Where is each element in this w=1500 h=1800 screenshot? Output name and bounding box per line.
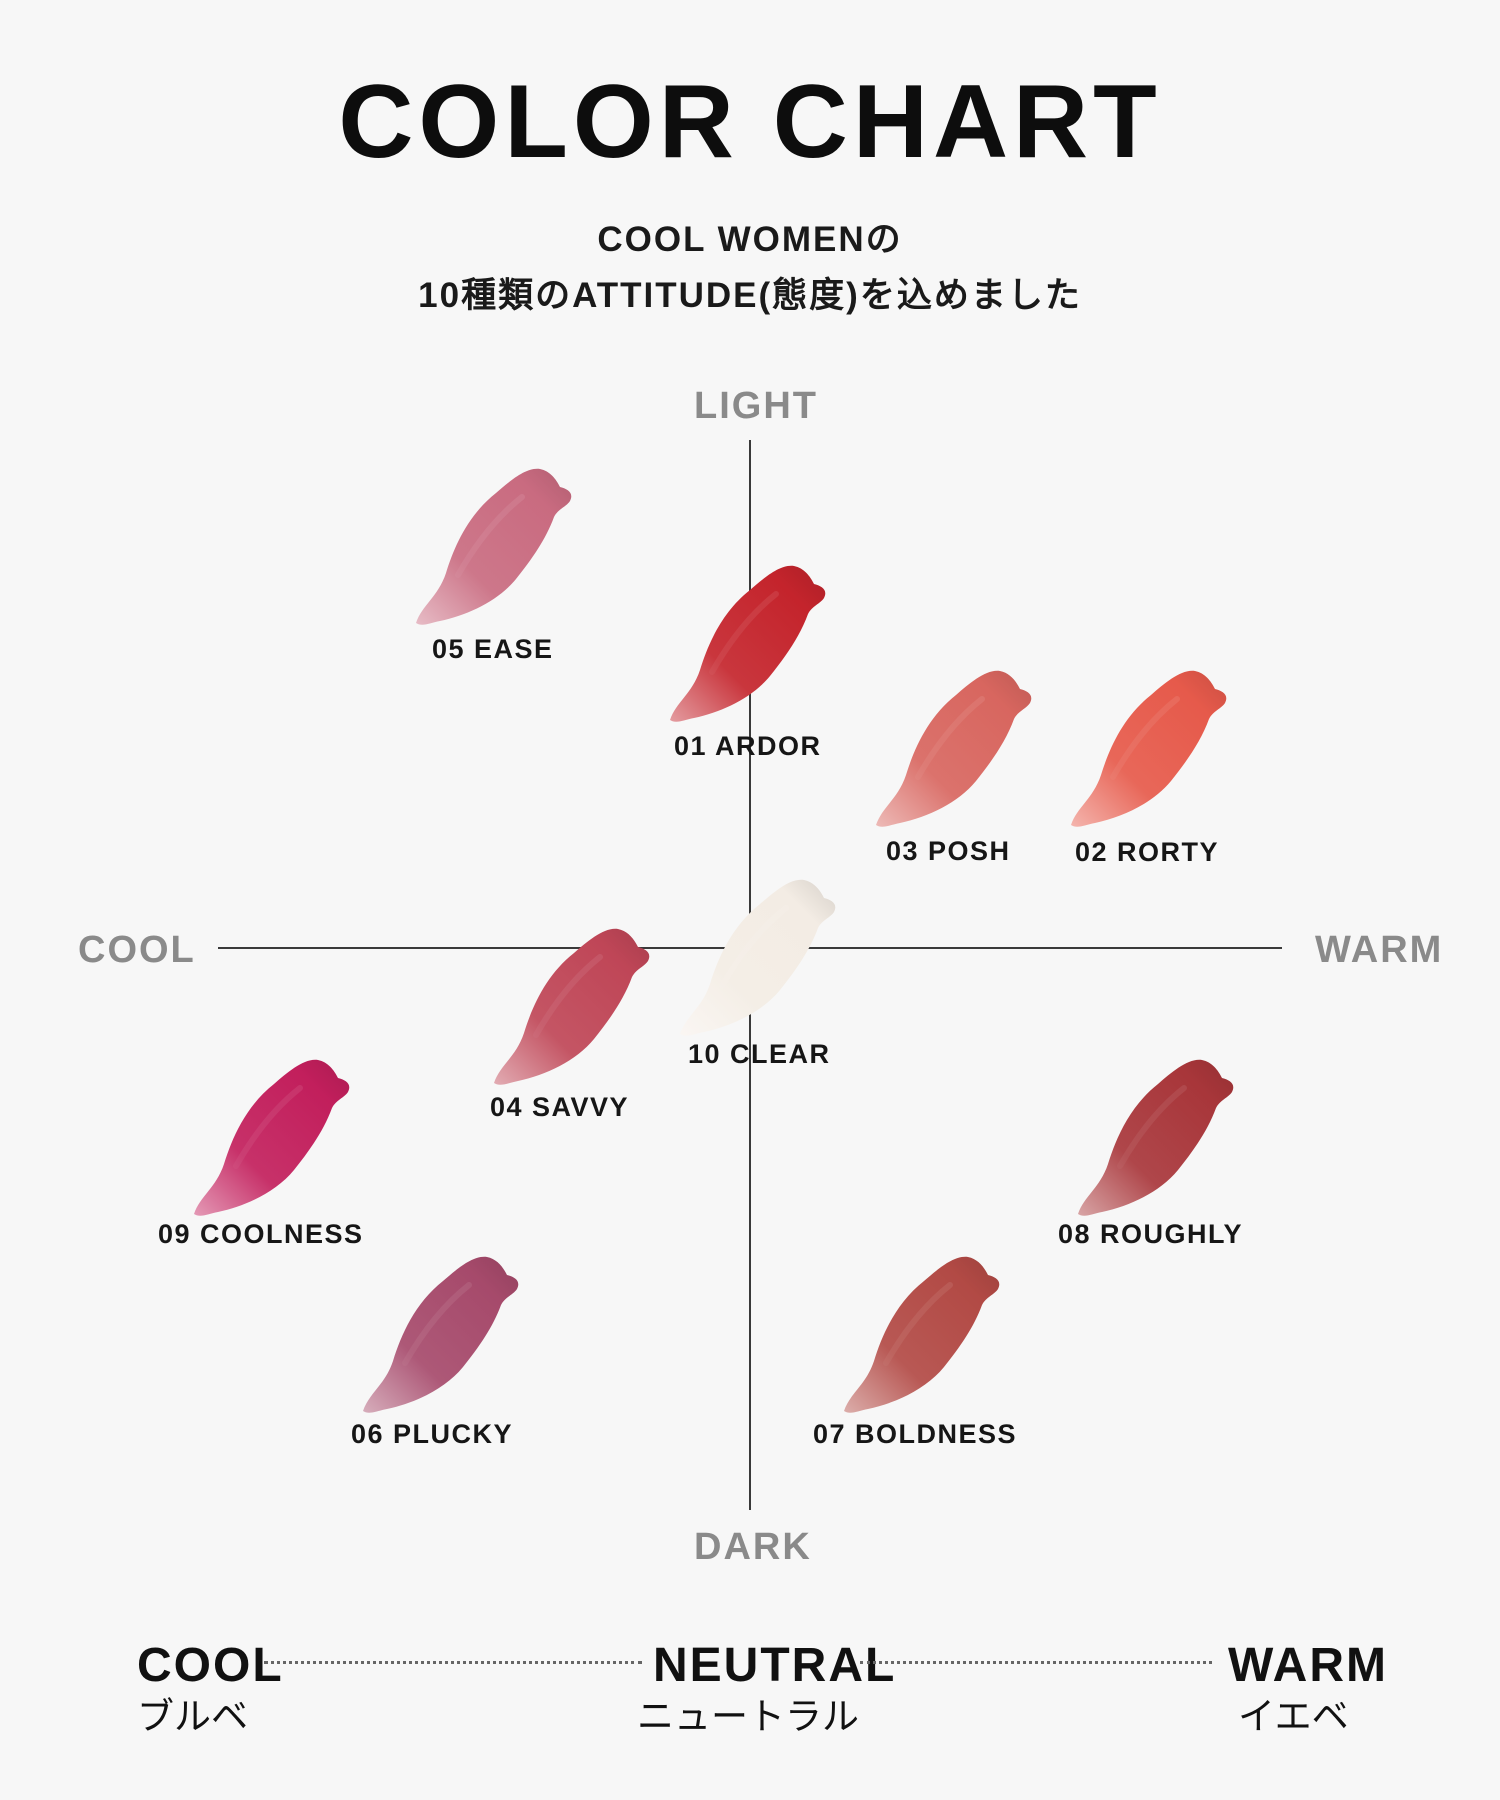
shade-label-09-coolness: 09 COOLNESS — [158, 1219, 364, 1249]
swatch-10-clear[interactable] — [662, 866, 852, 1056]
subtitle: COOL WOMENの 10種類のATTITUDE(態度)を込めました — [0, 212, 1500, 324]
subtitle-line-1: COOL WOMENの — [597, 220, 903, 259]
swatch-05-ease[interactable] — [398, 455, 588, 645]
legend-neutral-jp: ニュートラル — [637, 1696, 859, 1737]
swatch-highlight — [1110, 696, 1180, 780]
swatch-smear — [1078, 1059, 1234, 1216]
swatch-highlight — [455, 494, 525, 578]
legend-neutral: NEUTRAL — [653, 1639, 897, 1692]
axis-label-dark: DARK — [694, 1526, 812, 1568]
swatch-03-posh[interactable] — [858, 657, 1048, 847]
swatch-smear — [494, 928, 650, 1085]
swatch-smear — [670, 565, 826, 722]
swatch-highlight — [883, 1282, 953, 1366]
swatch-smear — [363, 1256, 519, 1413]
legend-warm-jp: イエベ — [1238, 1696, 1349, 1737]
page-title: COLOR CHART — [338, 64, 1162, 180]
swatch-svg — [494, 928, 650, 1085]
swatch-highlight — [915, 696, 985, 780]
swatch-smear — [844, 1256, 1000, 1413]
swatch-svg — [363, 1256, 519, 1413]
axis-label-warm: WARM — [1315, 929, 1444, 971]
swatch-svg — [416, 468, 572, 625]
swatch-svg — [680, 879, 836, 1036]
swatch-highlight — [402, 1282, 472, 1366]
swatch-svg — [876, 670, 1032, 827]
shade-label-02-rorty: 02 RORTY — [1075, 837, 1220, 867]
axis-label-light: LIGHT — [694, 385, 818, 427]
swatch-highlight — [719, 905, 789, 989]
swatch-04-savvy[interactable] — [476, 915, 666, 1105]
swatch-smear — [1071, 670, 1227, 827]
swatch-smear — [680, 879, 836, 1036]
shade-label-07-boldness: 07 BOLDNESS — [813, 1419, 1018, 1449]
shade-label-06-plucky: 06 PLUCKY — [351, 1419, 514, 1449]
shade-label-05-ease: 05 EASE — [432, 634, 554, 664]
legend-dotted-line-left — [264, 1661, 642, 1664]
swatch-09-coolness[interactable] — [176, 1046, 366, 1236]
swatch-smear — [416, 468, 572, 625]
swatch-highlight — [709, 591, 779, 675]
swatch-06-plucky[interactable] — [345, 1243, 535, 1433]
shade-label-03-posh: 03 POSH — [886, 836, 1011, 866]
swatch-svg — [194, 1059, 350, 1216]
swatch-smear — [194, 1059, 350, 1216]
shade-label-04-savvy: 04 SAVVY — [490, 1092, 630, 1122]
legend-dotted-line-right — [860, 1661, 1212, 1664]
subtitle-line-2: 10種類のATTITUDE(態度)を込めました — [418, 276, 1082, 315]
legend-cool: COOL — [137, 1639, 284, 1692]
shade-label-01-ardor: 01 ARDOR — [674, 731, 822, 761]
swatch-highlight — [233, 1085, 303, 1169]
swatch-smear — [876, 670, 1032, 827]
swatch-svg — [844, 1256, 1000, 1413]
shade-label-10-clear: 10 CLEAR — [688, 1039, 831, 1069]
swatch-svg — [670, 565, 826, 722]
swatch-highlight — [1117, 1085, 1187, 1169]
swatch-highlight — [533, 954, 603, 1038]
swatch-01-ardor[interactable] — [652, 552, 842, 742]
swatch-02-rorty[interactable] — [1053, 657, 1243, 847]
swatch-07-boldness[interactable] — [826, 1243, 1016, 1433]
legend-cool-jp: ブルベ — [137, 1696, 248, 1737]
legend-warm: WARM — [1228, 1639, 1388, 1692]
swatch-svg — [1078, 1059, 1234, 1216]
shade-label-08-roughly: 08 ROUGHLY — [1058, 1219, 1244, 1249]
axis-label-cool: COOL — [78, 929, 196, 971]
swatch-svg — [1071, 670, 1227, 827]
swatch-08-roughly[interactable] — [1060, 1046, 1250, 1236]
